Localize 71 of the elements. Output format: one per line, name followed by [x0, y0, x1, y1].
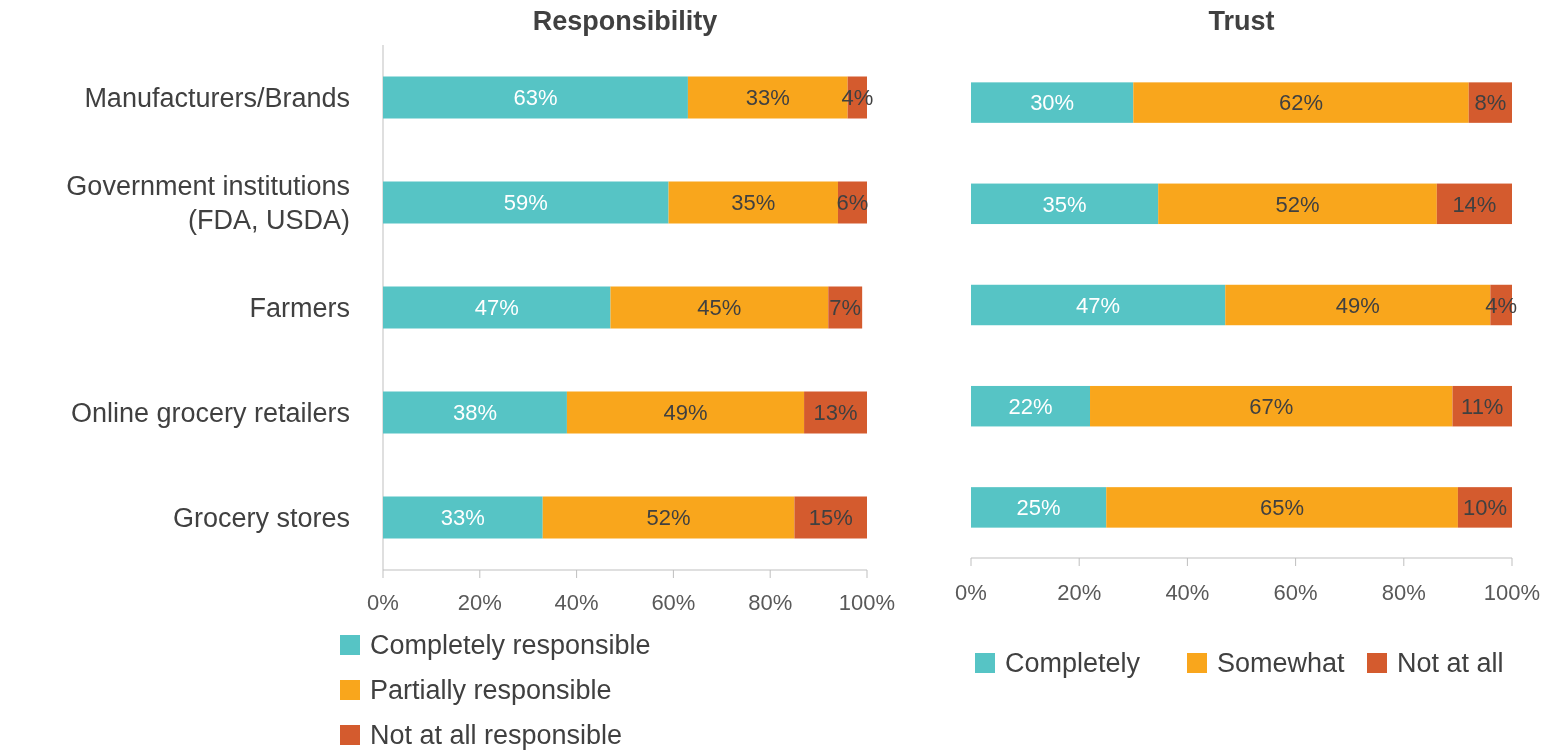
x-tick-label: 20% — [1057, 580, 1102, 605]
data-label: 8% — [1474, 90, 1507, 116]
data-label: 7% — [829, 295, 862, 321]
data-label: 30% — [1030, 90, 1075, 116]
bar — [610, 286, 829, 329]
bar — [383, 286, 611, 329]
bar — [383, 496, 543, 539]
x-tick-label: 60% — [1273, 580, 1318, 605]
data-label: 25% — [1016, 495, 1061, 521]
legend-label: Not at all responsible — [370, 720, 623, 751]
bar — [971, 183, 1159, 225]
y-tick-label: Grocery stores — [172, 502, 350, 533]
x-tick-label: 100% — [838, 590, 896, 615]
data-label: 15% — [808, 505, 853, 531]
data-label: 47% — [1076, 292, 1121, 318]
legend-label: Partially responsible — [370, 675, 612, 706]
data-label: 45% — [697, 295, 742, 321]
x-tick-label: 40% — [554, 590, 599, 615]
bar — [1158, 183, 1437, 225]
x-tick-label: 100% — [1483, 580, 1541, 605]
bar — [1106, 487, 1458, 528]
x-tick-label: 20% — [457, 590, 502, 615]
data-label: 35% — [1042, 191, 1087, 217]
bar — [383, 76, 688, 119]
data-label: 52% — [646, 505, 691, 531]
bar — [1133, 82, 1469, 123]
x-tick-label: 80% — [748, 590, 793, 615]
data-label: 49% — [663, 400, 708, 426]
legend-label: Somewhat — [1217, 648, 1346, 679]
bar — [971, 284, 1226, 326]
bar — [971, 487, 1107, 528]
data-label: 65% — [1260, 495, 1305, 521]
data-label: 67% — [1249, 393, 1294, 419]
bar — [1090, 385, 1453, 427]
legend-label: Completely responsible — [370, 630, 651, 661]
data-label: 52% — [1275, 191, 1320, 217]
x-tick-label: 80% — [1381, 580, 1426, 605]
data-label: 63% — [513, 85, 558, 111]
bar — [383, 391, 567, 434]
chart-title: Responsibility — [532, 6, 718, 36]
x-tick-label: 0% — [955, 580, 987, 605]
data-label: 38% — [452, 400, 497, 426]
data-label: 62% — [1278, 90, 1324, 116]
y-tick-label: Government institutions (FDA, USDA) — [66, 170, 350, 235]
data-label: 11% — [1461, 393, 1504, 419]
data-label: 13% — [813, 400, 858, 426]
data-label: 59% — [503, 190, 548, 216]
bar — [971, 385, 1091, 427]
data-label: 14% — [1452, 191, 1497, 217]
legend-label: Completely — [1005, 648, 1141, 679]
y-tick-label: Farmers — [249, 292, 350, 323]
data-label: 35% — [731, 190, 776, 216]
chart-title: Trust — [1208, 6, 1275, 36]
legend-label: Not at all — [1397, 648, 1504, 679]
data-label: 10% — [1462, 495, 1507, 521]
bar — [794, 496, 867, 539]
data-label: 22% — [1008, 393, 1053, 419]
bar — [668, 181, 838, 224]
bar — [383, 181, 669, 224]
bar — [566, 391, 805, 434]
x-tick-label: 0% — [367, 590, 399, 615]
x-tick-label: 60% — [651, 590, 696, 615]
bar — [971, 82, 1134, 123]
y-tick-label: Manufacturers/Brands — [84, 82, 350, 113]
bar — [542, 496, 795, 539]
data-label: 33% — [745, 85, 790, 111]
data-label: 49% — [1335, 292, 1380, 318]
data-label: 47% — [474, 295, 519, 321]
data-label: 33% — [440, 505, 485, 531]
y-tick-label: Online grocery retailers — [70, 397, 350, 428]
x-tick-label: 40% — [1165, 580, 1210, 605]
